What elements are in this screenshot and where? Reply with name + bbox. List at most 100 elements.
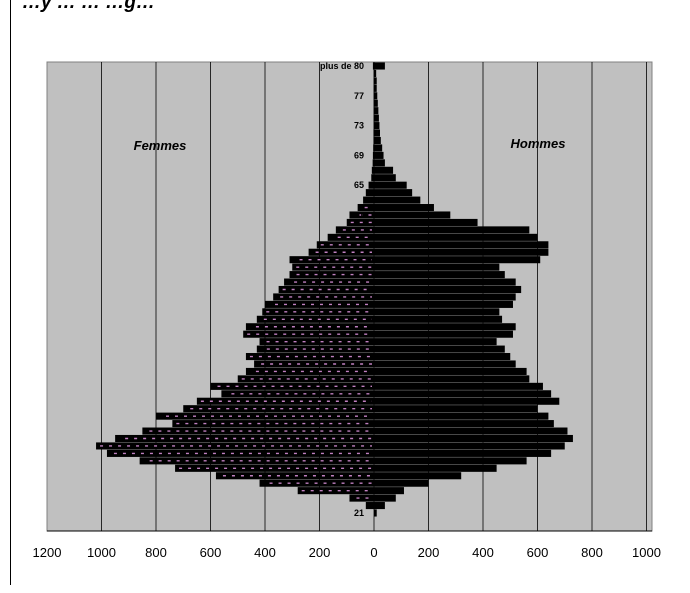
x-tick-label: 1000 — [87, 545, 116, 560]
femmes-bar — [265, 300, 374, 308]
femmes-bar — [349, 494, 374, 502]
hommes-bars — [374, 62, 573, 517]
x-axis-ticks: 1200 1000 800 600 400 200 0 200 400 600 800 1000 — [33, 545, 661, 560]
hommes-bar — [374, 509, 377, 517]
hommes-bar — [374, 248, 549, 256]
x-tick-label: 800 — [145, 545, 167, 560]
x-tick-label: 800 — [581, 545, 603, 560]
femmes-bar — [139, 457, 374, 465]
hommes-bar — [374, 464, 497, 472]
femmes-bar — [284, 278, 374, 286]
frame-left-border — [10, 0, 11, 585]
hommes-bar — [374, 256, 541, 264]
femmes-bar — [365, 502, 374, 510]
femmes-bar — [289, 271, 374, 279]
femmes-bar — [373, 144, 374, 152]
femmes-bar — [316, 241, 374, 249]
femmes-bar — [196, 397, 374, 405]
femmes-bar — [289, 256, 374, 264]
age-tick-label: 21 — [354, 508, 364, 518]
hommes-bar — [374, 338, 497, 346]
hommes-bar — [374, 330, 513, 338]
hommes-bar — [374, 129, 380, 137]
x-tick-label: 600 — [527, 545, 549, 560]
hommes-bar — [374, 62, 385, 70]
femmes-bar — [335, 226, 374, 234]
hommes-bar — [374, 434, 573, 443]
femmes-bar — [175, 464, 374, 472]
age-tick-label: 73 — [354, 121, 364, 131]
x-tick-label: 400 — [472, 545, 494, 560]
hommes-bar — [374, 375, 530, 383]
femmes-bar — [308, 248, 374, 256]
hommes-bar — [374, 114, 379, 122]
hommes-bar — [374, 159, 385, 167]
hommes-bar — [374, 263, 500, 271]
hommes-bar — [374, 92, 378, 100]
femmes-bar — [256, 345, 374, 353]
hommes-bar — [374, 367, 527, 375]
femmes-bar — [278, 285, 374, 294]
hommes-bar — [374, 151, 384, 159]
hommes-bar — [374, 479, 429, 487]
femmes-bar — [363, 196, 374, 204]
hommes-bar — [374, 166, 394, 174]
hommes-bar — [374, 271, 505, 279]
hommes-bar — [374, 300, 513, 308]
age-tick-label: 69 — [354, 150, 364, 160]
hommes-bar — [374, 353, 511, 361]
femmes-bar — [262, 308, 374, 316]
hommes-bar — [374, 226, 530, 234]
hommes-bar — [374, 390, 552, 398]
femmes-bar — [245, 353, 374, 361]
hommes-bar — [374, 412, 549, 420]
femmes-bar — [372, 159, 374, 167]
hommes-bar — [374, 233, 538, 241]
femmes-bar — [243, 330, 374, 338]
hommes-bar — [374, 323, 516, 331]
age-tick-label: 61 — [354, 210, 364, 220]
femmes-bar — [373, 136, 374, 145]
femmes-bar — [373, 129, 374, 137]
x-tick-label: 200 — [309, 545, 331, 560]
x-tick-label: 0 — [370, 545, 377, 560]
age-tick-label: 65 — [354, 180, 364, 190]
x-tick-label: 400 — [254, 545, 276, 560]
femmes-bar — [256, 315, 374, 323]
femmes-bar — [183, 405, 374, 413]
hommes-bar — [374, 397, 560, 405]
hommes-bar — [374, 382, 543, 390]
hommes-bar — [374, 174, 396, 182]
hommes-bar — [374, 420, 554, 428]
hommes-bar — [374, 457, 527, 465]
x-tick-label: 1200 — [33, 545, 62, 560]
hommes-bar — [374, 189, 413, 197]
femmes-bar — [371, 174, 374, 182]
femmes-bar — [297, 487, 374, 495]
hommes-bar — [374, 122, 380, 130]
femmes-bars — [96, 62, 375, 510]
x-tick-label: 200 — [418, 545, 440, 560]
hommes-bar — [374, 218, 478, 226]
hommes-bar — [374, 69, 377, 77]
hommes-bar — [374, 315, 503, 323]
femmes-bar — [372, 151, 374, 159]
age-tick-labels: plus de 80 77 73 69 65 61 21 — [320, 61, 364, 518]
hommes-bar — [374, 487, 404, 495]
hommes-bar — [374, 181, 407, 189]
hommes-bar — [374, 241, 549, 249]
x-tick-label: 600 — [200, 545, 222, 560]
femmes-bar — [365, 189, 374, 197]
hommes-bar — [374, 427, 568, 435]
hommes-bar — [374, 107, 379, 115]
hommes-bar — [374, 449, 552, 457]
hommes-bar — [374, 136, 381, 145]
femmes-bar — [371, 166, 374, 174]
femmes-bar — [368, 181, 374, 189]
femmes-bar — [273, 293, 374, 301]
hommes-bar — [374, 211, 451, 219]
femmes-bar — [172, 420, 374, 428]
chart-title: …y … … …g… — [22, 0, 156, 13]
hommes-bar — [374, 196, 421, 204]
